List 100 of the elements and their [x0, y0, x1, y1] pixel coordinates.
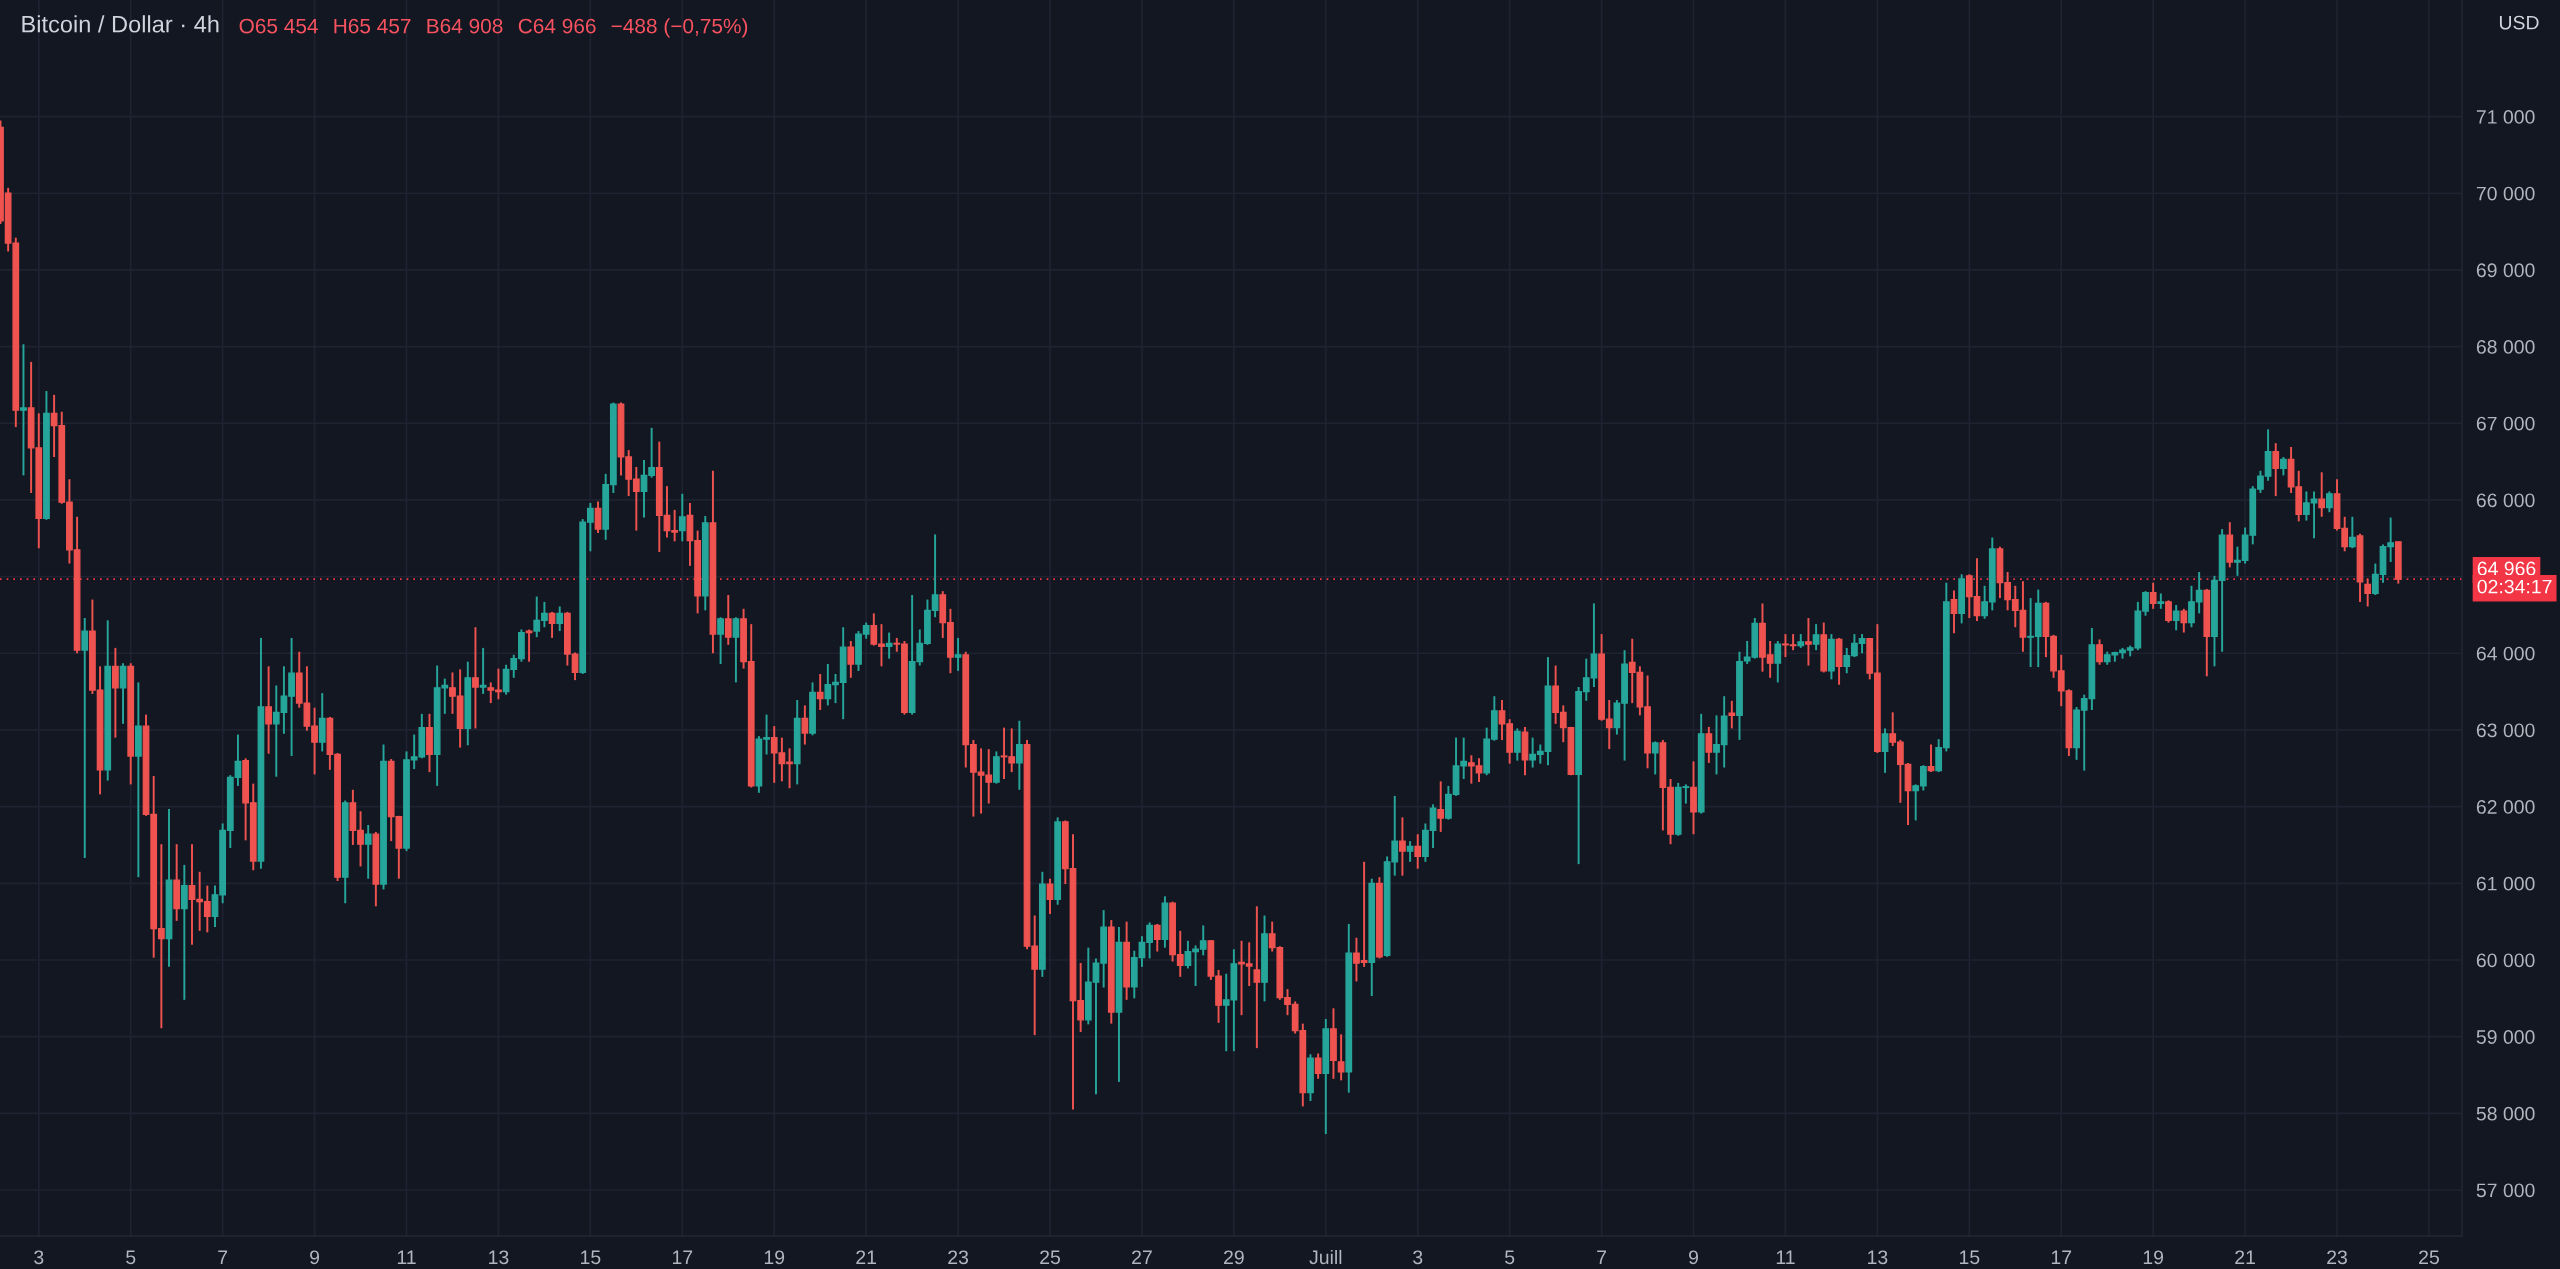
x-tick-label: 17 — [672, 1250, 693, 1264]
y-tick-label: 58 000 — [2476, 1106, 2535, 1121]
y-tick-label: 68 000 — [2476, 340, 2535, 354]
y-tick-label: 61 000 — [2476, 876, 2535, 891]
candlestick — [1728, 699, 1736, 730]
candlestick — [1337, 1033, 1345, 1082]
candlestick — [2096, 638, 2103, 666]
x-tick-label: 3 — [1413, 1250, 1423, 1265]
x-tick-label: 21 — [856, 1250, 877, 1264]
candlestick — [112, 646, 119, 739]
y-tick-label: 63 000 — [2476, 723, 2535, 738]
candlestick — [1314, 1052, 1322, 1080]
x-tick-label: 9 — [310, 1250, 320, 1265]
annotation: C64 966 — [518, 18, 596, 34]
x-tick-label: 23 — [948, 1250, 969, 1265]
candlestick — [525, 628, 533, 663]
x-tick-label: 29 — [1224, 1250, 1244, 1265]
candlestick — [318, 692, 326, 753]
x-tick-label: 3 — [34, 1250, 44, 1265]
y-tick-label: 66 000 — [2476, 493, 2535, 508]
candlestick — [678, 492, 686, 543]
candlestick — [81, 617, 89, 859]
candlestick — [2165, 599, 2172, 624]
x-tick-label: 13 — [489, 1250, 509, 1265]
candlestick — [1805, 617, 1812, 667]
candlestick — [2364, 577, 2372, 608]
candlestick — [816, 673, 824, 711]
candlestick — [1651, 740, 1659, 776]
x-tick-label: Juill — [1309, 1249, 1342, 1265]
candlestick — [1950, 589, 1958, 635]
candlestick — [1414, 833, 1422, 870]
candlestick — [2172, 604, 2180, 632]
candlestick — [1812, 623, 1820, 652]
candlestick — [1513, 727, 1521, 762]
x-tick-label: 5 — [1505, 1250, 1515, 1265]
candlestick — [1705, 725, 1713, 764]
candlestick — [2280, 456, 2287, 477]
candlestick — [2149, 581, 2157, 610]
text: Bitcoin / Dollar · 4h — [22, 15, 219, 33]
candlestick — [20, 343, 27, 477]
y-tick-label: 62 000 — [2476, 800, 2535, 814]
y-tick-label: 69 000 — [2476, 263, 2535, 278]
text: 02:34:17 — [2477, 579, 2552, 594]
annotation: B64 908 — [427, 18, 503, 34]
candlestick — [1253, 905, 1261, 1050]
candlestick — [2272, 442, 2280, 498]
candlestick — [1153, 922, 1161, 953]
x-tick-label: 7 — [218, 1250, 228, 1264]
candlestick — [180, 863, 188, 1001]
x-tick-label: 25 — [1040, 1250, 1061, 1265]
candlestick — [364, 824, 372, 880]
candlestick — [847, 640, 855, 679]
x-tick-label: 5 — [126, 1250, 136, 1265]
y-tick-label: 71 000 — [2476, 110, 2535, 124]
candlestick — [1406, 840, 1414, 863]
candlestick — [885, 631, 893, 660]
y-tick-label: 70 000 — [2476, 186, 2535, 201]
candlestick — [732, 616, 740, 684]
candlestick — [479, 646, 487, 695]
x-tick-label: 7 — [1597, 1250, 1607, 1264]
y-tick-label: 67 000 — [2476, 416, 2535, 431]
candlestick — [265, 665, 272, 755]
y-tick-label: 60 000 — [2476, 953, 2535, 968]
candlestick — [954, 636, 962, 672]
candlestick — [1881, 727, 1889, 774]
candlestick — [1927, 743, 1935, 774]
x-tick-label: 11 — [1776, 1250, 1795, 1264]
x-tick-label: 25 — [2419, 1250, 2439, 1265]
candlestick — [2325, 490, 2333, 514]
candlestick — [2180, 607, 2188, 634]
x-tick-label: 15 — [1959, 1250, 1980, 1265]
y-tick-label: 57 000 — [2476, 1183, 2535, 1198]
candlestick — [1774, 640, 1782, 684]
x-tick-label: 21 — [2235, 1250, 2255, 1264]
candlestick — [594, 500, 602, 534]
x-tick-label: 15 — [581, 1250, 601, 1265]
annotation: H65 457 — [334, 18, 411, 34]
x-tick-label: 23 — [2327, 1250, 2347, 1265]
x-tick-label: 17 — [2051, 1250, 2072, 1264]
ref-line-label: 64 966 — [2477, 561, 2536, 576]
candlestick — [472, 626, 479, 730]
candlestick — [1399, 816, 1406, 877]
x-tick-label: 9 — [1689, 1250, 1699, 1265]
candlestick — [717, 616, 724, 665]
x-tick-label: 11 — [397, 1250, 416, 1264]
candlestick — [801, 704, 809, 746]
candlestick — [2318, 471, 2326, 518]
x-tick-label: 27 — [1132, 1250, 1152, 1264]
x-tick-label: 13 — [1868, 1250, 1888, 1265]
candlestick — [2348, 515, 2356, 550]
candlestick — [724, 594, 732, 646]
candlestick — [1437, 780, 1445, 833]
annotation: −488 (−0,75%) — [611, 18, 748, 38]
candlestick — [1046, 877, 1054, 915]
candlestick — [1015, 719, 1023, 791]
y-tick-label: 64 000 — [2476, 646, 2535, 661]
candlestick — [556, 605, 564, 632]
text: USD — [2499, 15, 2539, 30]
y-tick-label: 59 000 — [2476, 1030, 2535, 1044]
x-tick-label: 19 — [764, 1250, 785, 1265]
